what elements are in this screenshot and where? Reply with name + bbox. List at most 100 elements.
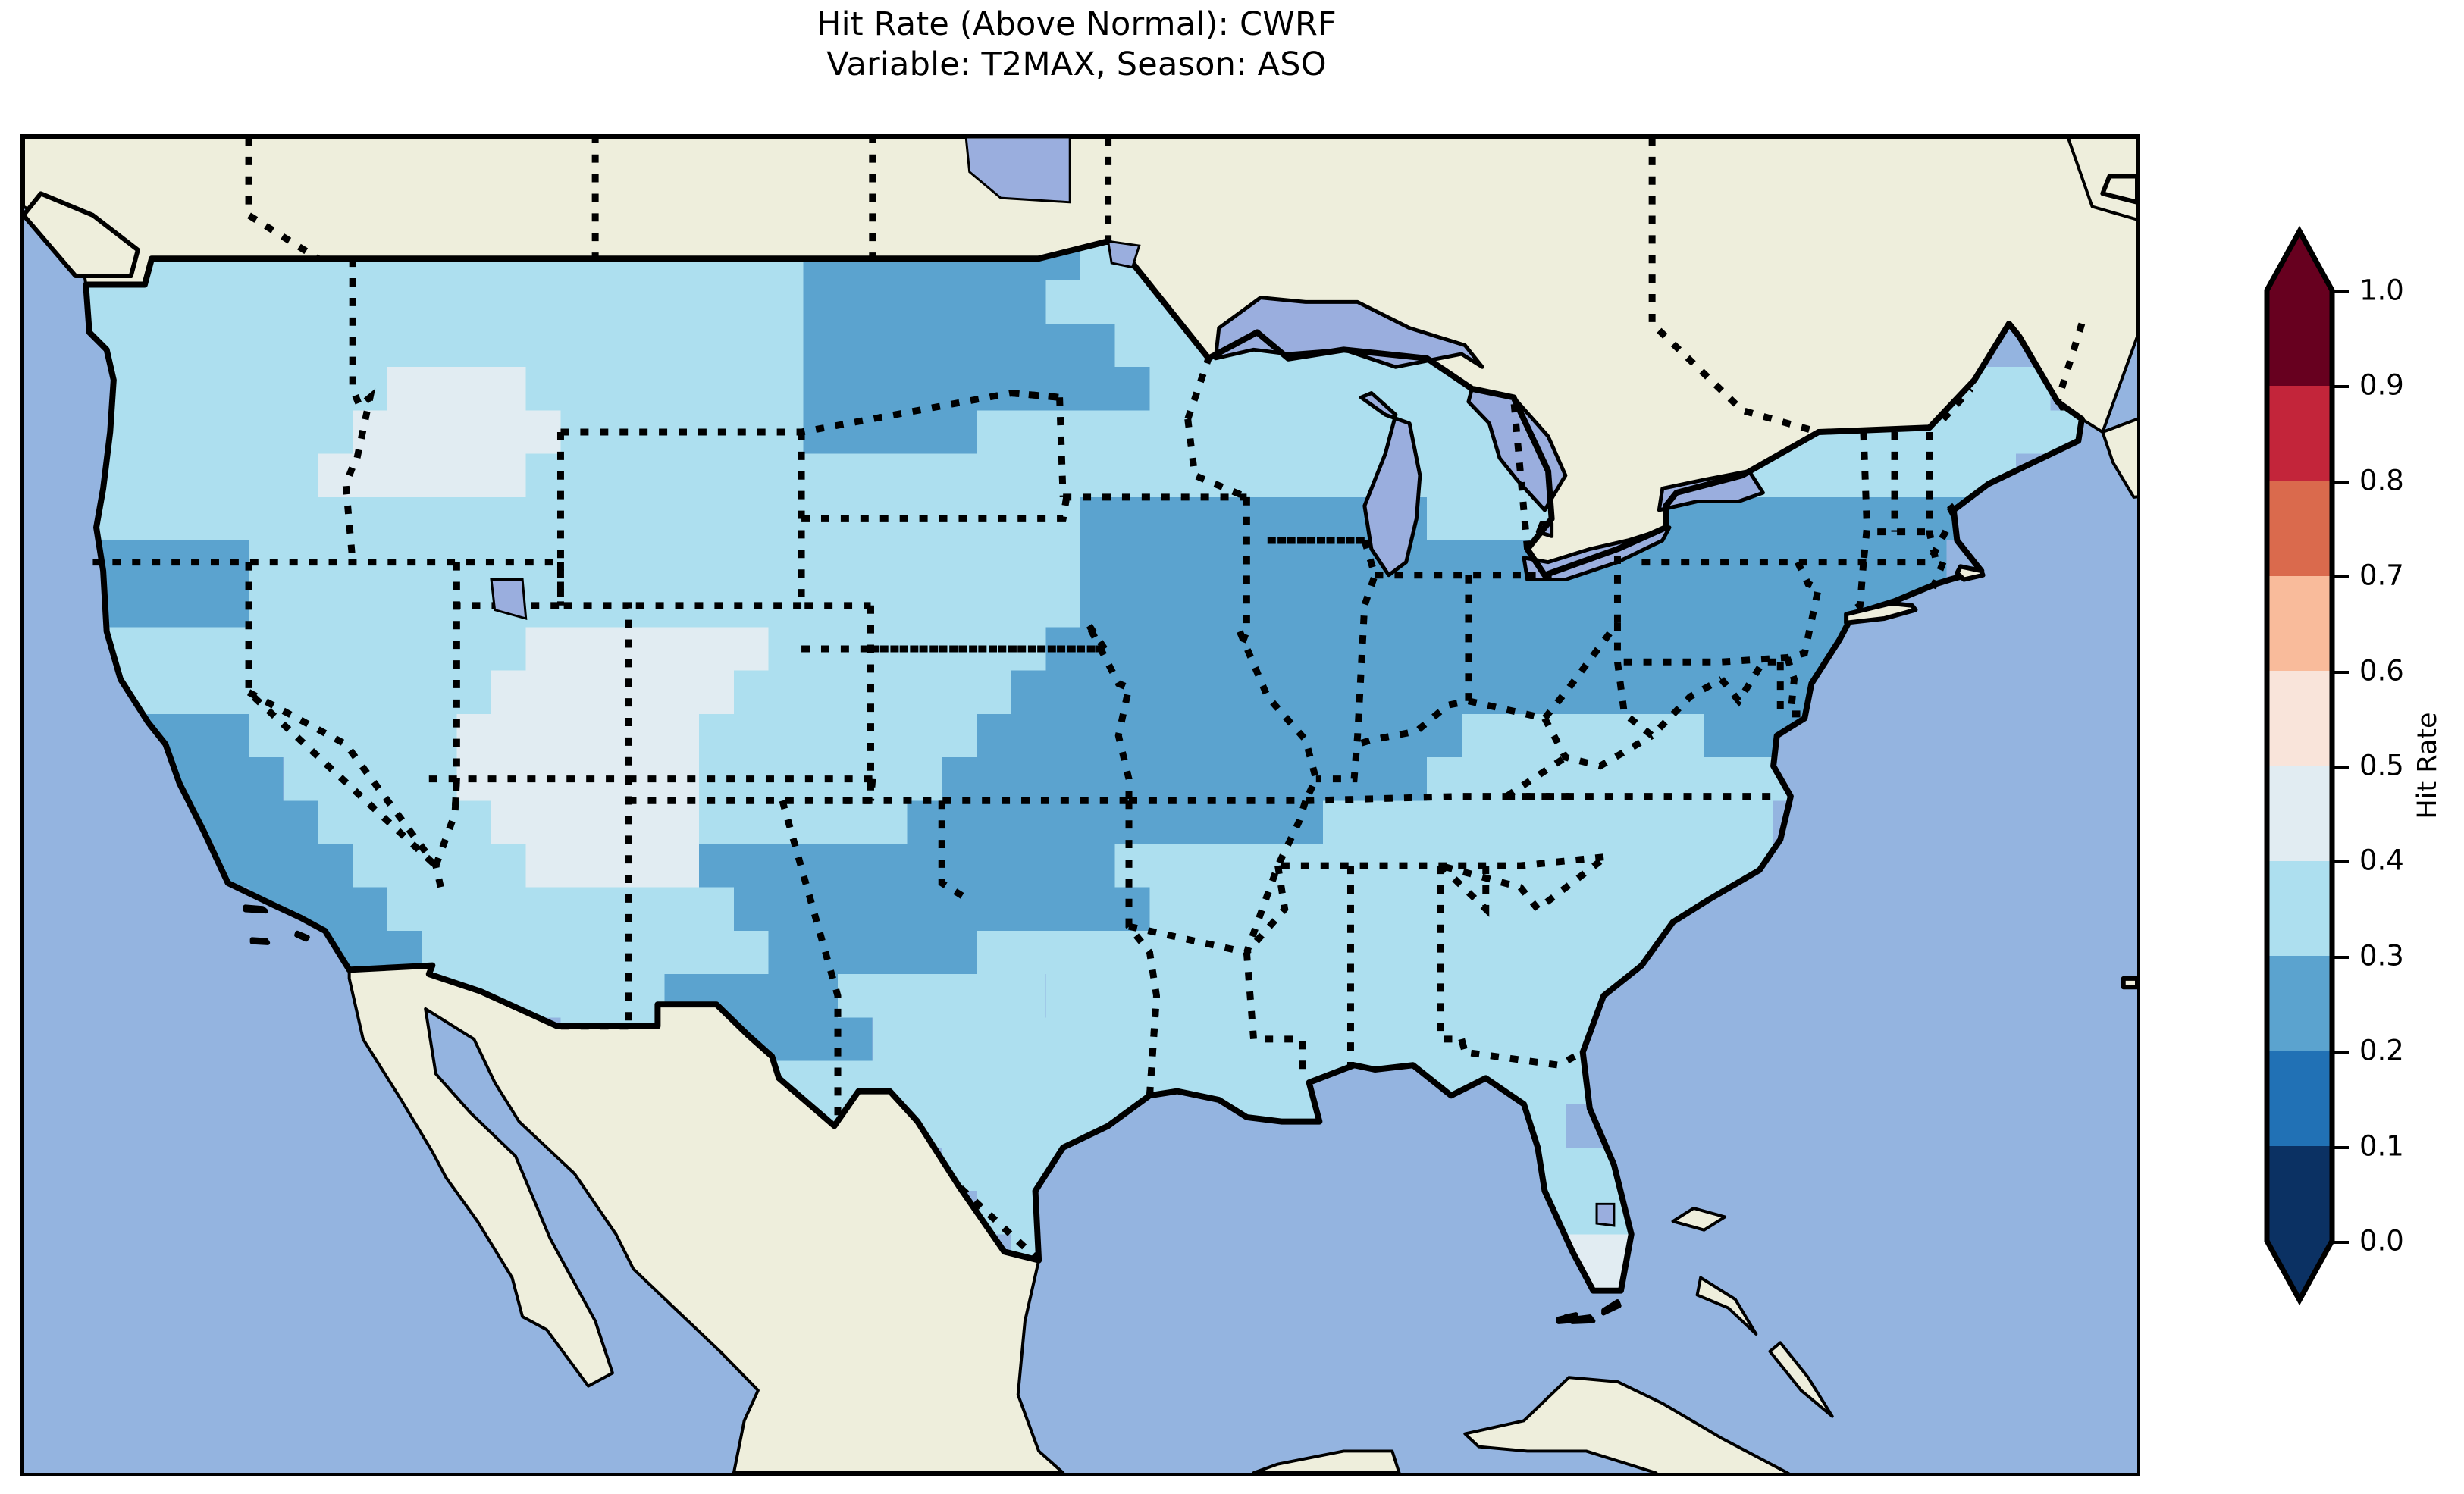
data-cell [942,453,1115,497]
landmass-novasco [2101,417,2137,499]
island-bermuda-sm [2121,976,2137,990]
colorbar-tick-label-0.7: 0.7 [2359,559,2404,592]
data-cell [1392,887,1635,931]
state-border [1243,952,1306,1074]
data-cell [1322,800,1566,844]
lake-shoreline-huron [1466,387,1568,512]
data-cell [976,410,1115,454]
island-long-is-nfld [2100,174,2137,205]
colorbar-tick-0.8 [2332,480,2349,484]
data-cell [768,930,977,975]
colorbar-axis-label: Hit Rate [2412,712,2443,819]
landmass-yucatan [1252,1449,1401,1473]
data-cell [838,974,1046,1018]
data-cell [1461,1017,1600,1061]
data-cell [803,453,942,497]
state-border [779,800,842,1126]
lake-shoreline-erie [1522,525,1672,582]
lake-shoreline-michigan [1359,391,1422,578]
island-channel-island-2 [249,937,271,945]
landmass-bahamas3 [1768,1341,1834,1418]
data-cell [456,713,700,758]
colorbar-tick-label-1.0: 1.0 [2359,274,2404,307]
lake-shoreline-superior [1213,296,1484,369]
data-cell [1114,410,1358,454]
water-lake-okeechobee [1595,1202,1616,1227]
data-cell [1288,627,1531,671]
state-border [1860,431,1871,563]
colorbar: 1.0 0.9 0.8 0.7 0.6 0.5 0.4 0.3 0.2 0.1 0.0 Hit Ra… [2267,231,2449,1300]
data-cell [595,280,804,324]
colorbar-tick-1.0 [2332,290,2349,293]
state-border [1128,799,1309,957]
state-border [1940,386,1973,421]
data-cell [283,757,457,801]
water-lake-winnipeg [964,137,1071,204]
data-cell [214,844,353,888]
data-cell [1496,670,1739,714]
landmass-bahamas2 [1695,1276,1758,1336]
data-cell [525,453,804,497]
data-cell [86,367,387,411]
colorbar-band-3 [2267,860,2332,957]
state-border [1056,397,1067,497]
state-border [1784,656,1805,718]
state-border-layer [92,137,2086,1263]
data-cell [1253,974,1462,1018]
colorbar-tick-0.3 [2332,955,2349,959]
data-cell [699,800,908,844]
state-border [1926,432,1940,563]
colorbar-tick-0.1 [2332,1145,2349,1149]
island-vancouver-is [24,191,140,279]
data-cell [1531,584,1774,628]
data-cell [699,757,942,801]
data-cell [595,930,769,975]
map-axes [20,134,2140,1476]
colorbar-tick-0.6 [2332,670,2349,674]
data-cell [1080,496,1219,541]
colorbar-tick-0.4 [2332,860,2349,864]
state-border [245,562,438,869]
data-cell [872,1017,1046,1061]
data-cell [907,844,1115,888]
data-cell [1011,367,1150,411]
state-border [1011,390,1060,401]
landmass-bahamas1 [1671,1206,1727,1232]
data-cell [353,410,561,454]
data-cell [318,496,526,541]
colorbar-band-4 [2267,766,2332,861]
state-border [556,432,632,1026]
island-gulf-isl [1563,1312,1579,1323]
title-line-1: Hit Rate (Above Normal): CWRF [817,5,1337,43]
state-border [1617,560,1823,666]
data-cell [1427,930,1635,975]
water-great-salt-lake [490,578,528,621]
data-cell [1565,800,1774,844]
data-cell [86,323,353,368]
province-border [2054,322,2086,403]
data-cell [838,584,1080,628]
state-border [1277,853,1604,869]
state-border [1541,716,1654,770]
colorbar-tick-0.0 [2332,1241,2349,1244]
colorbar-tick-label-0.3: 0.3 [2359,939,2404,973]
water-lake-of-woods [1106,240,1141,269]
data-cell [1080,800,1323,844]
hit-rate-choropleth-map [24,137,2137,1473]
data-cell [491,670,735,714]
data-cell [491,540,804,584]
state-border [1719,658,1781,707]
state-border [1059,496,1071,520]
data-cell [1080,584,1323,628]
colorbar-tick-0.5 [2332,766,2349,769]
data-cell [1531,627,1774,671]
data-cell [86,584,249,628]
data-cell [1114,453,1323,497]
colorbar-band-1 [2267,1051,2332,1147]
state-border [798,432,871,609]
state-border [1467,621,1621,722]
data-cell [1045,974,1254,1018]
title-line-2: Variable: T2MAX, Season: ASO [826,45,1327,84]
data-cell [733,887,942,931]
state-border [1084,621,1133,801]
